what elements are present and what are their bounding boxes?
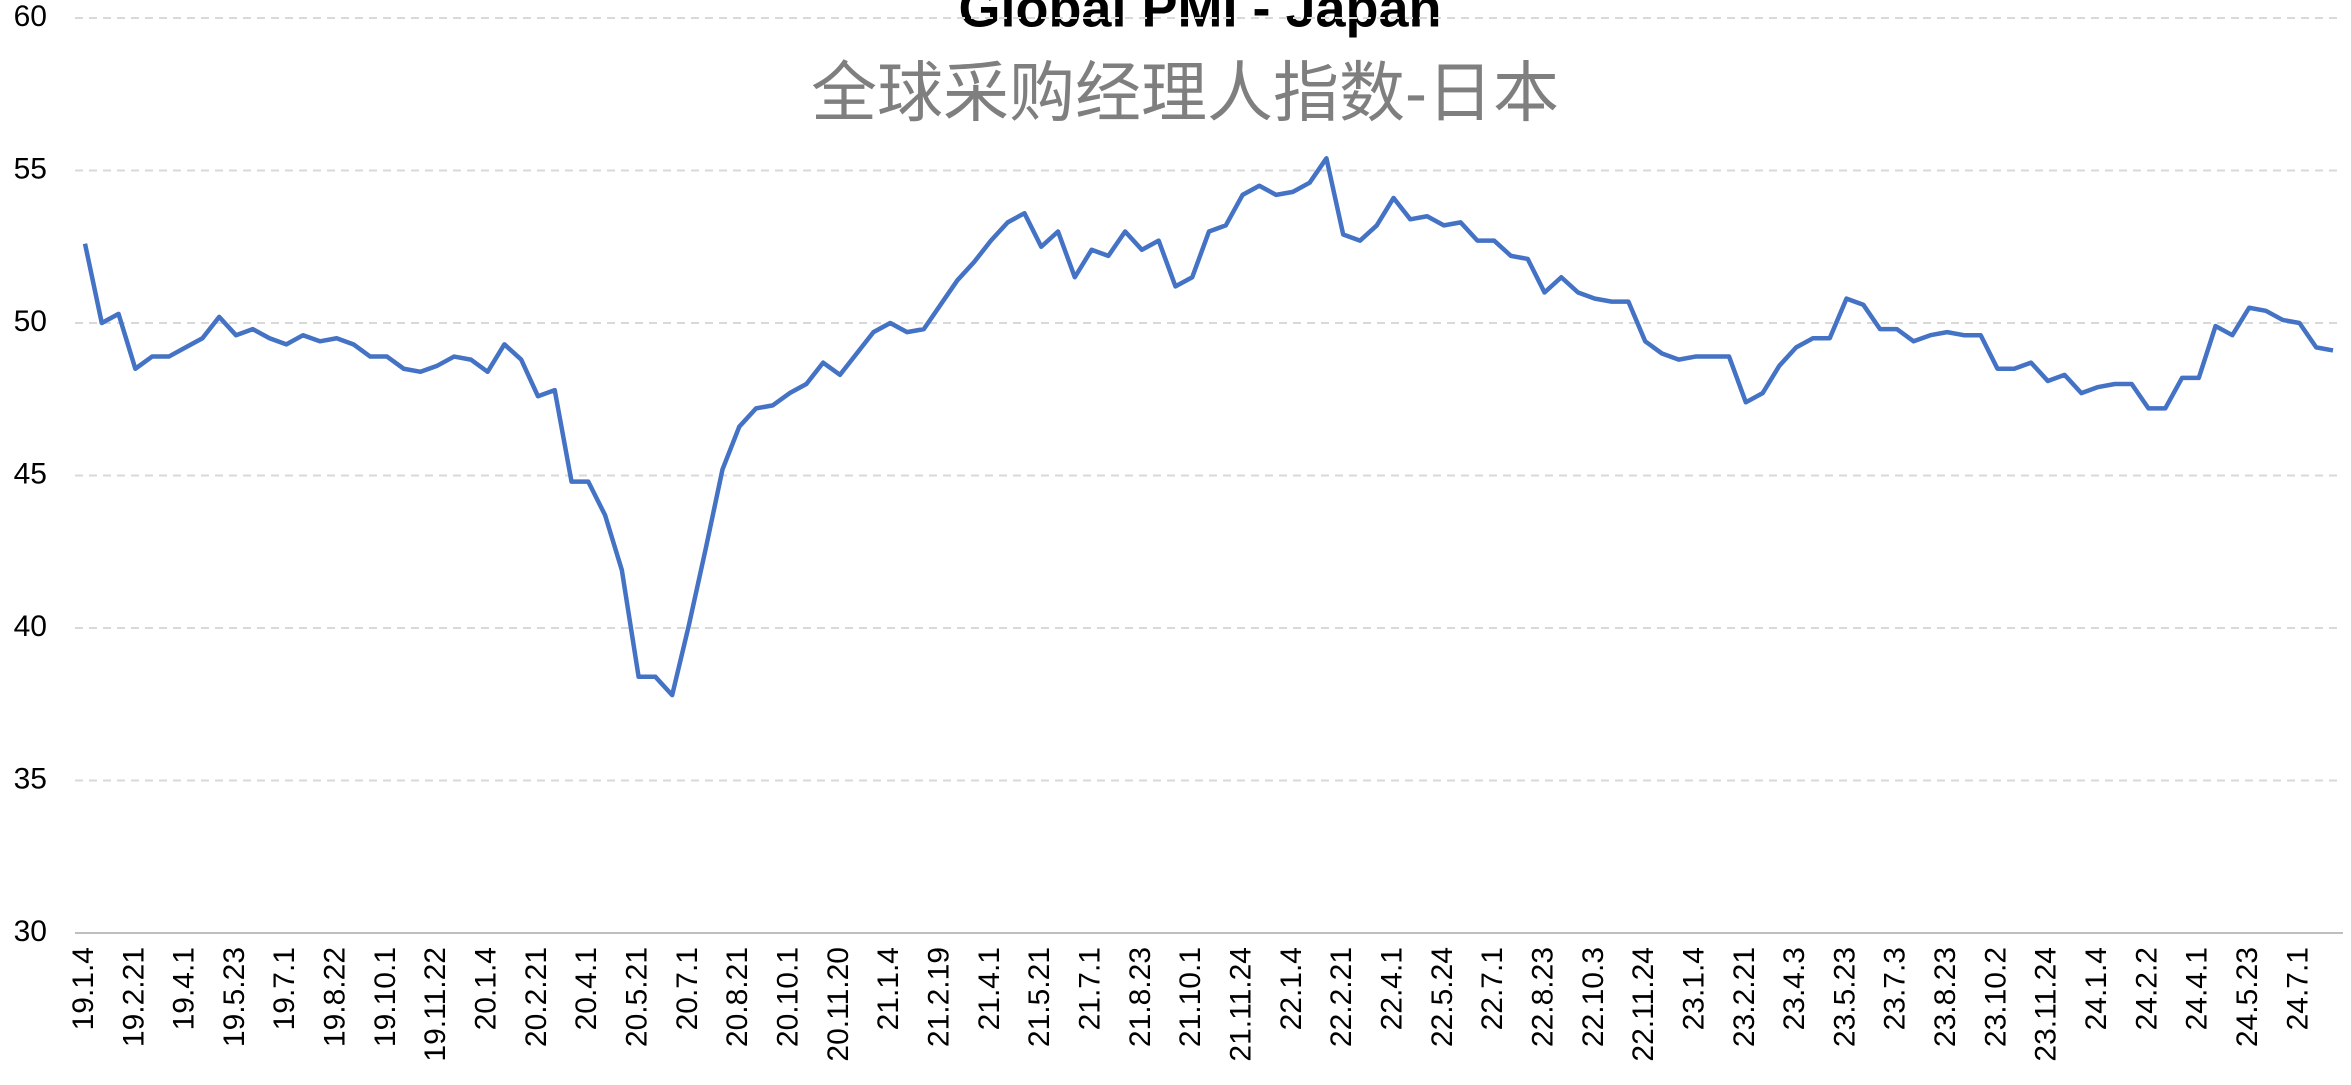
x-tick-label: 20.7.1 <box>671 947 704 1030</box>
x-tick-label: 20.4.1 <box>570 947 603 1030</box>
x-tick-label: 22.11.24 <box>1627 947 1660 1062</box>
x-tick-label: 19.8.22 <box>319 947 352 1047</box>
x-tick-label: 24.7.1 <box>2281 947 2314 1030</box>
x-tick-label: 21.1.4 <box>872 947 905 1030</box>
x-tick-label: 19.11.22 <box>419 947 452 1062</box>
x-tick-label: 22.7.1 <box>1476 947 1509 1030</box>
y-tick-label: 35 <box>14 762 47 795</box>
x-tick-label: 24.1.4 <box>2080 947 2113 1030</box>
y-tick-label: 55 <box>14 152 47 185</box>
x-tick-label: 23.11.24 <box>2030 947 2063 1062</box>
data-line <box>82 156 2334 698</box>
x-tick-label: 21.2.19 <box>923 947 956 1047</box>
x-tick-label: 23.4.3 <box>1778 947 1811 1030</box>
x-tick-label: 20.11.20 <box>822 947 855 1062</box>
x-tick-label: 21.5.21 <box>1023 947 1056 1047</box>
x-tick-label: 22.5.24 <box>1426 947 1459 1047</box>
y-tick-label: 45 <box>14 457 47 490</box>
y-tick-label: 40 <box>14 610 47 643</box>
chart-title: Global PMI - Japan <box>958 0 1441 38</box>
y-tick-label: 60 <box>14 0 47 33</box>
x-tick-label: 20.8.21 <box>721 947 754 1047</box>
x-tick-label: 19.5.23 <box>218 947 251 1047</box>
x-tick-label: 20.5.21 <box>621 947 654 1047</box>
x-tick-label: 21.7.1 <box>1073 947 1106 1030</box>
y-tick-label: 30 <box>14 915 47 948</box>
x-tick-label: 19.7.1 <box>268 947 301 1030</box>
x-tick-label: 21.4.1 <box>973 947 1006 1030</box>
x-tick-label: 22.1.4 <box>1275 947 1308 1030</box>
x-tick-label: 24.2.2 <box>2130 947 2163 1030</box>
x-tick-label: 24.4.1 <box>2181 947 2214 1030</box>
x-tick-label: 19.10.1 <box>369 947 402 1047</box>
x-tick-label: 21.10.1 <box>1174 947 1207 1047</box>
x-tick-label: 22.2.21 <box>1325 947 1358 1047</box>
x-tick-label: 22.4.1 <box>1375 947 1408 1030</box>
x-tick-label: 23.8.23 <box>1929 947 1962 1047</box>
x-tick-label: 23.1.4 <box>1677 947 1710 1030</box>
x-tick-label: 23.5.23 <box>1828 947 1861 1047</box>
chart-subtitle: 全球采购经理人指数-日本 <box>811 55 1559 129</box>
x-tick-label: 23.10.2 <box>1979 947 2012 1047</box>
x-tick-label: 22.8.23 <box>1526 947 1559 1047</box>
x-tick-label: 19.4.1 <box>168 947 201 1030</box>
x-tick-label: 19.2.21 <box>117 947 150 1047</box>
x-tick-label: 20.10.1 <box>772 947 805 1047</box>
x-tick-label: 24.5.23 <box>2231 947 2264 1047</box>
x-tick-label: 23.7.3 <box>1879 947 1912 1030</box>
x-tick-label: 22.10.3 <box>1577 947 1610 1047</box>
x-tick-label: 21.11.24 <box>1224 947 1257 1062</box>
x-tick-label: 20.1.4 <box>470 947 503 1030</box>
x-tick-label: 21.8.23 <box>1124 947 1157 1047</box>
x-tick-label: 20.2.21 <box>520 947 553 1047</box>
x-tick-label: 19.1.4 <box>67 947 100 1030</box>
x-tick-label: 23.2.21 <box>1728 947 1761 1047</box>
y-tick-label: 50 <box>14 305 47 338</box>
